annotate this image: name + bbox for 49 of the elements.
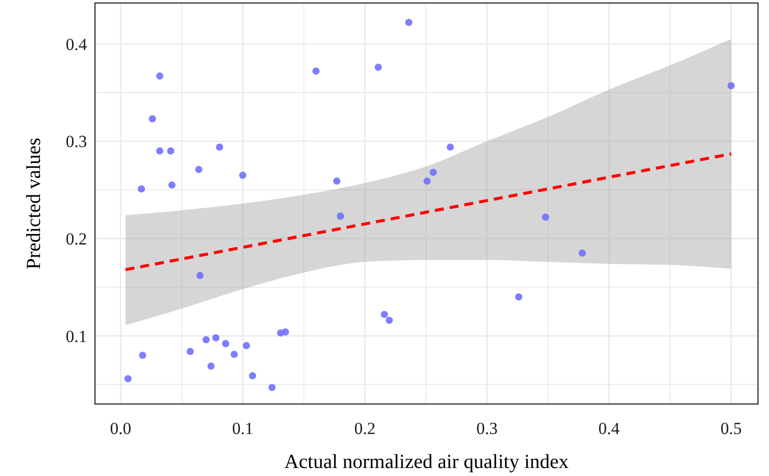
point	[138, 185, 145, 192]
point	[248, 372, 256, 380]
point	[168, 181, 176, 189]
point	[230, 350, 238, 358]
point	[542, 214, 550, 221]
point	[239, 172, 246, 179]
y-tick-label: 0.4	[66, 34, 88, 54]
line-series	[124, 152, 733, 272]
y-tick-label: 0.1	[66, 326, 87, 346]
x-axis-title: Actual normalized air quality index	[284, 451, 569, 473]
point	[282, 328, 290, 336]
point	[195, 166, 202, 174]
point	[156, 147, 164, 155]
point	[207, 362, 215, 370]
x-tick-label: 0.1	[232, 419, 254, 438]
point	[124, 375, 132, 382]
point	[268, 384, 276, 392]
point	[386, 316, 393, 324]
point	[167, 147, 174, 155]
point	[374, 64, 382, 71]
x-tick-label: 0.3	[476, 419, 498, 438]
point	[312, 68, 320, 75]
point	[222, 340, 230, 348]
point	[216, 143, 224, 151]
point	[424, 178, 431, 185]
point	[196, 272, 204, 280]
point	[242, 342, 250, 350]
point	[156, 72, 164, 80]
point	[380, 310, 388, 318]
point	[148, 115, 156, 122]
point	[430, 168, 437, 176]
y-tick-label: 0.3	[66, 132, 87, 152]
x-tick-label: 0.5	[720, 419, 742, 438]
point	[728, 82, 735, 90]
point	[186, 348, 194, 356]
point	[578, 250, 586, 257]
point	[405, 18, 412, 26]
point	[515, 293, 522, 301]
point	[202, 336, 210, 344]
x-tick-label: 0.2	[354, 419, 376, 438]
x-tick-label: 0.4	[598, 419, 620, 438]
point	[336, 212, 344, 220]
point	[446, 143, 454, 151]
y-tick-label: 0.2	[66, 229, 87, 248]
point	[333, 178, 340, 185]
x-tick-label: 0.0	[110, 419, 132, 438]
point	[139, 352, 146, 359]
y-axis-title: Predicted values	[23, 137, 45, 270]
point	[212, 334, 220, 342]
